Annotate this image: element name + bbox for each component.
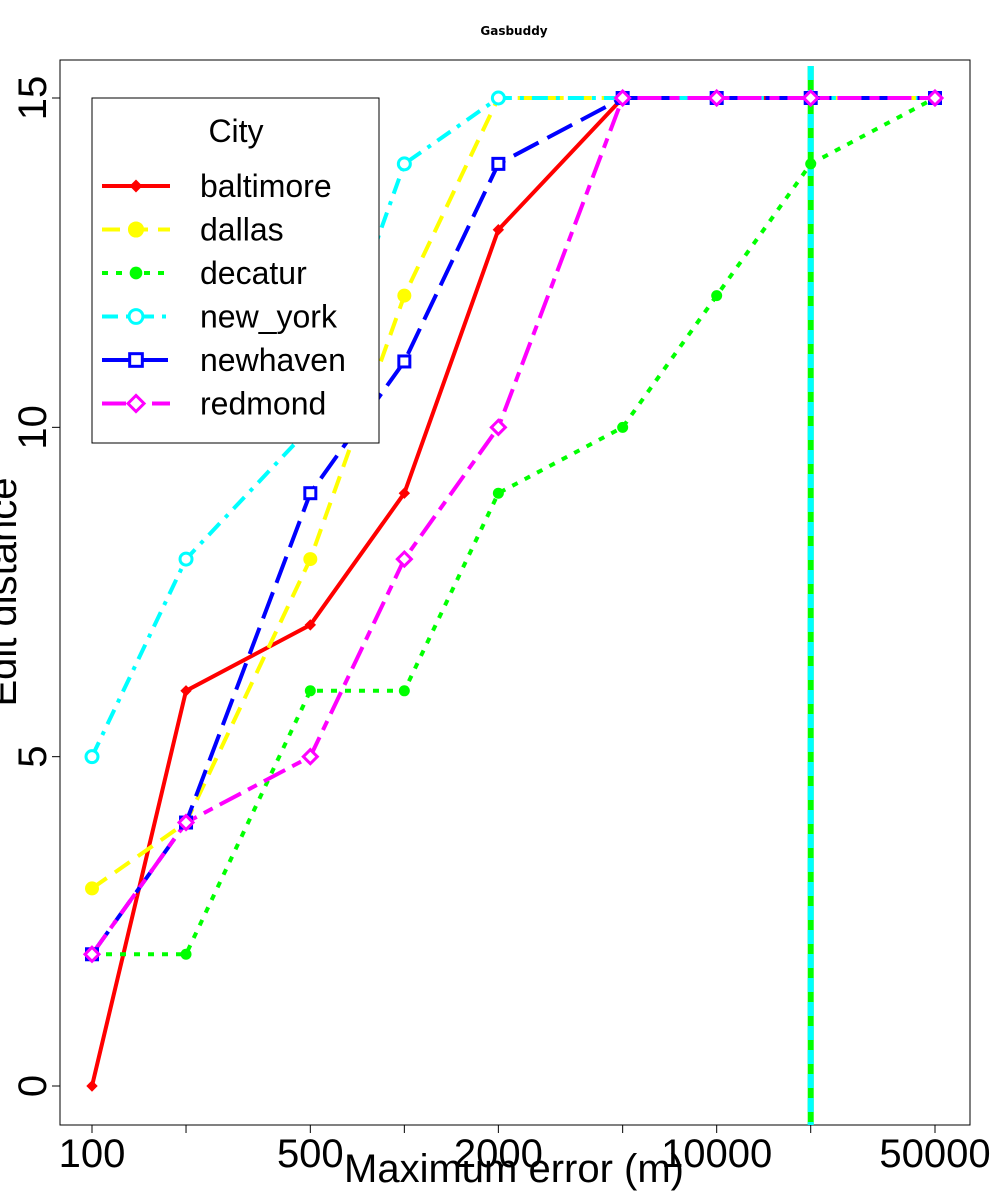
data-point-decatur [492, 487, 504, 499]
legend-marker-baltimore [129, 179, 143, 193]
legend-label-new_york: new_york [200, 299, 338, 335]
data-point-redmond [707, 88, 726, 108]
data-point-baltimore [492, 224, 505, 236]
legend-title: City [208, 113, 263, 149]
data-point-redmond [395, 549, 414, 569]
data-point-baltimore [86, 1080, 98, 1092]
data-point-redmond [301, 747, 320, 766]
data-point-newhaven [491, 156, 506, 171]
series-markers [82, 88, 945, 1092]
legend-label-dallas: dallas [200, 212, 284, 248]
legend-items: baltimore dallas decatur new_york newhaven re… [102, 168, 346, 422]
data-point-redmond [176, 813, 196, 832]
data-point-decatur [180, 948, 192, 960]
data-point-redmond [925, 88, 945, 108]
data-point-decatur [304, 685, 316, 697]
data-point-decatur [398, 685, 410, 697]
x-axis-title: Maximum error (m) [344, 1147, 684, 1191]
data-point-baltimore [398, 487, 411, 499]
data-point-baltimore [180, 685, 192, 697]
y-axis-ticks: 0 5 10 15 [11, 76, 60, 1097]
data-point-new_york [178, 551, 194, 567]
data-point-newhaven [397, 354, 412, 369]
legend-marker-redmond [125, 393, 147, 414]
legend-marker-decatur [129, 266, 143, 280]
data-point-newhaven [303, 486, 318, 501]
x-axis-ticks: 100 500 2000 10000 50000 [59, 1125, 991, 1176]
data-point-dallas [397, 288, 412, 303]
y-axis-title: Edit distance [0, 477, 25, 706]
x-tick-label: 2000 [454, 1132, 543, 1176]
data-point-redmond [489, 418, 508, 437]
legend-marker-newhaven [128, 352, 144, 368]
legend-marker-dallas [127, 221, 145, 238]
legend-label-baltimore: baltimore [200, 168, 332, 204]
data-point-new_york [490, 90, 506, 106]
plot-frame [59, 59, 971, 1126]
data-point-redmond [801, 88, 820, 108]
x-tick-label: 50000 [879, 1132, 990, 1176]
data-point-new_york [396, 156, 412, 172]
legend-label-newhaven: newhaven [200, 342, 346, 378]
data-point-dallas [303, 552, 318, 567]
legend-label-redmond: redmond [200, 386, 326, 422]
y-tick-label: 0 [11, 1075, 55, 1097]
y-tick-label: 5 [11, 746, 55, 768]
chart-title: Gasbuddy [480, 24, 547, 38]
legend-label-decatur: decatur [200, 255, 307, 291]
data-point-decatur [805, 158, 817, 170]
legend: City baltimore dallas decatur new_yorknewha… [91, 97, 380, 444]
data-point-redmond [613, 88, 632, 108]
series-line-decatur [92, 96, 936, 957]
data-point-new_york [84, 749, 100, 765]
y-tick-label: 10 [11, 405, 55, 450]
data-point-decatur [711, 290, 723, 302]
x-tick-label: 100 [59, 1132, 126, 1176]
data-point-decatur [617, 421, 629, 433]
x-tick-label: 500 [277, 1132, 344, 1176]
data-point-baltimore [304, 619, 317, 631]
data-point-redmond [82, 945, 102, 964]
data-point-dallas [85, 881, 99, 896]
x-tick-label: 10000 [661, 1132, 772, 1176]
legend-marker-new_york [127, 308, 145, 325]
y-tick-label: 15 [11, 76, 55, 121]
